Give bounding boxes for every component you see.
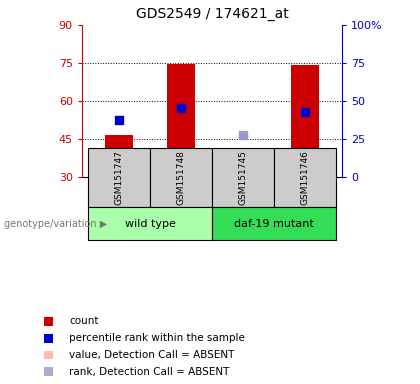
Text: daf-19 mutant: daf-19 mutant xyxy=(234,218,314,229)
Title: GDS2549 / 174621_at: GDS2549 / 174621_at xyxy=(136,7,289,21)
Bar xyxy=(44,317,53,326)
Bar xyxy=(150,148,212,207)
Text: wild type: wild type xyxy=(125,218,176,229)
Text: GSM151747: GSM151747 xyxy=(115,150,123,205)
Point xyxy=(178,105,184,111)
Point xyxy=(116,117,123,123)
Text: value, Detection Call = ABSENT: value, Detection Call = ABSENT xyxy=(69,350,234,360)
Point xyxy=(240,132,247,138)
Bar xyxy=(105,135,133,177)
Bar xyxy=(44,351,53,359)
Text: percentile rank within the sample: percentile rank within the sample xyxy=(69,333,245,343)
Bar xyxy=(44,367,53,376)
Text: genotype/variation ▶: genotype/variation ▶ xyxy=(4,218,108,229)
Text: GSM151745: GSM151745 xyxy=(239,150,248,205)
Bar xyxy=(88,207,212,240)
Bar xyxy=(291,65,319,177)
Bar xyxy=(274,148,336,207)
Text: GSM151748: GSM151748 xyxy=(176,150,186,205)
Bar xyxy=(212,148,274,207)
Text: rank, Detection Call = ABSENT: rank, Detection Call = ABSENT xyxy=(69,367,229,377)
Bar xyxy=(167,64,195,177)
Text: GSM151746: GSM151746 xyxy=(301,150,310,205)
Point xyxy=(302,109,308,115)
Bar xyxy=(44,334,53,343)
Text: count: count xyxy=(69,316,98,326)
Bar xyxy=(88,148,150,207)
Bar xyxy=(229,170,257,177)
Bar xyxy=(212,207,336,240)
